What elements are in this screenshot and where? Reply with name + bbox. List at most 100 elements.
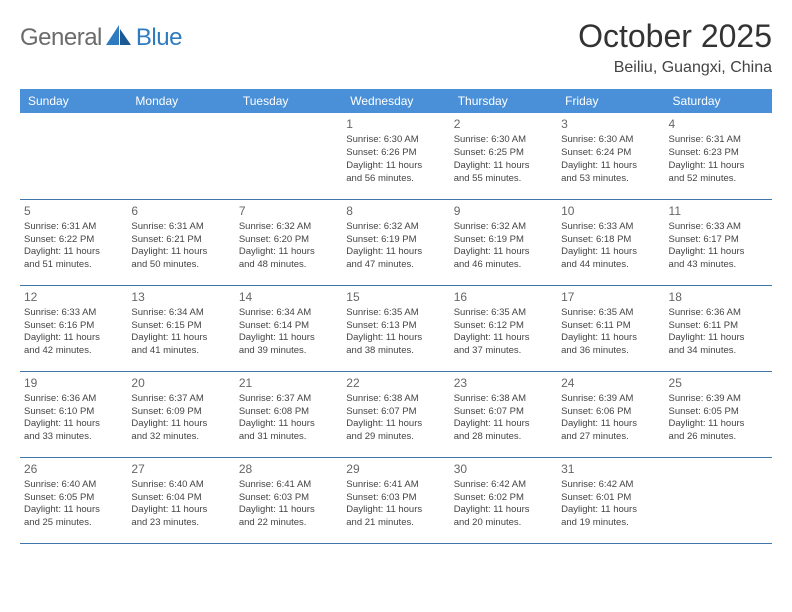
day-header: Thursday — [450, 89, 557, 113]
daylight-line: and 52 minutes. — [669, 173, 768, 186]
day-number: 29 — [346, 461, 445, 477]
day-number: 22 — [346, 375, 445, 391]
calendar-cell: 7Sunrise: 6:32 AMSunset: 6:20 PMDaylight… — [235, 199, 342, 285]
sunset-line: Sunset: 6:07 PM — [346, 406, 445, 419]
sunrise-line: Sunrise: 6:35 AM — [346, 307, 445, 320]
daylight-line: and 53 minutes. — [561, 173, 660, 186]
daylight-line: and 28 minutes. — [454, 431, 553, 444]
sunset-line: Sunset: 6:09 PM — [131, 406, 230, 419]
daylight-line: Daylight: 11 hours — [239, 246, 338, 259]
sunset-line: Sunset: 6:14 PM — [239, 320, 338, 333]
daylight-line: and 34 minutes. — [669, 345, 768, 358]
sunrise-line: Sunrise: 6:32 AM — [346, 221, 445, 234]
daylight-line: Daylight: 11 hours — [669, 160, 768, 173]
sunrise-line: Sunrise: 6:33 AM — [561, 221, 660, 234]
daylight-line: and 39 minutes. — [239, 345, 338, 358]
calendar-cell: 3Sunrise: 6:30 AMSunset: 6:24 PMDaylight… — [557, 113, 664, 199]
daylight-line: and 36 minutes. — [561, 345, 660, 358]
sunset-line: Sunset: 6:11 PM — [561, 320, 660, 333]
sunrise-line: Sunrise: 6:32 AM — [239, 221, 338, 234]
calendar-cell: 17Sunrise: 6:35 AMSunset: 6:11 PMDayligh… — [557, 285, 664, 371]
daylight-line: and 44 minutes. — [561, 259, 660, 272]
logo: General Blue — [20, 24, 182, 52]
daylight-line: and 32 minutes. — [131, 431, 230, 444]
calendar-cell: 8Sunrise: 6:32 AMSunset: 6:19 PMDaylight… — [342, 199, 449, 285]
calendar-cell: 4Sunrise: 6:31 AMSunset: 6:23 PMDaylight… — [665, 113, 772, 199]
daylight-line: Daylight: 11 hours — [346, 160, 445, 173]
daylight-line: Daylight: 11 hours — [346, 418, 445, 431]
daylight-line: Daylight: 11 hours — [454, 504, 553, 517]
sunset-line: Sunset: 6:19 PM — [346, 234, 445, 247]
day-number: 2 — [454, 116, 553, 132]
calendar-row: 5 Sunrise: 6:31 AM Sunset: 6:22 PM Daylight… — [20, 199, 772, 285]
day-number: 24 — [561, 375, 660, 391]
day-number: 1 — [346, 116, 445, 132]
daylight-line: and 46 minutes. — [454, 259, 553, 272]
daylight-line: Daylight: 11 hours — [561, 504, 660, 517]
day-number: 9 — [454, 203, 553, 219]
daylight-line: Daylight: 11 hours — [346, 504, 445, 517]
daylight-line: Daylight: 11 hours — [454, 246, 553, 259]
day-number: 26 — [24, 461, 123, 477]
calendar-cell: 19Sunrise: 6:36 AMSunset: 6:10 PMDayligh… — [20, 371, 127, 457]
sunset-line: Sunset: 6:12 PM — [454, 320, 553, 333]
sunrise-line: Sunrise: 6:38 AM — [346, 393, 445, 406]
calendar-cell: 10Sunrise: 6:33 AMSunset: 6:18 PMDayligh… — [557, 199, 664, 285]
daylight-line: and 43 minutes. — [669, 259, 768, 272]
calendar-cell: 6Sunrise: 6:31 AMSunset: 6:21 PMDaylight… — [127, 199, 234, 285]
calendar-cell: 30Sunrise: 6:42 AMSunset: 6:02 PMDayligh… — [450, 457, 557, 543]
day-header: Sunday — [20, 89, 127, 113]
sunrise-line: Sunrise: 6:40 AM — [24, 479, 123, 492]
sunrise-line: Sunrise: 6:33 AM — [669, 221, 768, 234]
day-number: 7 — [239, 203, 338, 219]
daylight-line: Daylight: 11 hours — [454, 160, 553, 173]
sunrise-line: Sunrise: 6:31 AM — [669, 134, 768, 147]
sunrise-line: Sunrise: 6:30 AM — [561, 134, 660, 147]
calendar-cell — [20, 113, 127, 199]
sunrise-line: Sunrise: 6:39 AM — [561, 393, 660, 406]
sunrise-line: Sunrise: 6:31 AM — [131, 221, 230, 234]
day-number: 5 — [24, 203, 123, 219]
daylight-line: Daylight: 11 hours — [454, 332, 553, 345]
calendar-cell: 20Sunrise: 6:37 AMSunset: 6:09 PMDayligh… — [127, 371, 234, 457]
calendar-cell: 26Sunrise: 6:40 AMSunset: 6:05 PMDayligh… — [20, 457, 127, 543]
sunrise-line: Sunrise: 6:30 AM — [454, 134, 553, 147]
daylight-line: Daylight: 11 hours — [131, 418, 230, 431]
daylight-line: and 31 minutes. — [239, 431, 338, 444]
day-number: 31 — [561, 461, 660, 477]
sunrise-line: Sunrise: 6:42 AM — [454, 479, 553, 492]
daylight-line: and 29 minutes. — [346, 431, 445, 444]
sunrise-line: Sunrise: 6:42 AM — [561, 479, 660, 492]
sunrise-line: Sunrise: 6:39 AM — [669, 393, 768, 406]
daylight-line: and 33 minutes. — [24, 431, 123, 444]
day-number: 21 — [239, 375, 338, 391]
sunset-line: Sunset: 6:16 PM — [24, 320, 123, 333]
sunset-line: Sunset: 6:05 PM — [669, 406, 768, 419]
daylight-line: Daylight: 11 hours — [669, 332, 768, 345]
day-number: 18 — [669, 289, 768, 305]
calendar-cell: 31Sunrise: 6:42 AMSunset: 6:01 PMDayligh… — [557, 457, 664, 543]
daylight-line: Daylight: 11 hours — [561, 332, 660, 345]
day-number: 27 — [131, 461, 230, 477]
daylight-line: Daylight: 11 hours — [24, 332, 123, 345]
sunrise-line: Sunrise: 6:34 AM — [239, 307, 338, 320]
day-number: 8 — [346, 203, 445, 219]
sunset-line: Sunset: 6:08 PM — [239, 406, 338, 419]
daylight-line: and 50 minutes. — [131, 259, 230, 272]
day-number: 23 — [454, 375, 553, 391]
daylight-line: and 23 minutes. — [131, 517, 230, 530]
sunrise-line: Sunrise: 6:33 AM — [24, 307, 123, 320]
day-number: 6 — [131, 203, 230, 219]
calendar-cell: 25Sunrise: 6:39 AMSunset: 6:05 PMDayligh… — [665, 371, 772, 457]
day-number: 20 — [131, 375, 230, 391]
logo-word-2: Blue — [136, 24, 182, 51]
sunset-line: Sunset: 6:07 PM — [454, 406, 553, 419]
sunrise-line: Sunrise: 6:41 AM — [346, 479, 445, 492]
sunset-line: Sunset: 6:03 PM — [346, 492, 445, 505]
sunrise-line: Sunrise: 6:37 AM — [239, 393, 338, 406]
day-number: 19 — [24, 375, 123, 391]
sunset-line: Sunset: 6:22 PM — [24, 234, 123, 247]
calendar-cell: 5Sunrise: 6:31 AMSunset: 6:22 PMDaylight… — [20, 199, 127, 285]
calendar-cell: 24Sunrise: 6:39 AMSunset: 6:06 PMDayligh… — [557, 371, 664, 457]
day-number: 13 — [131, 289, 230, 305]
